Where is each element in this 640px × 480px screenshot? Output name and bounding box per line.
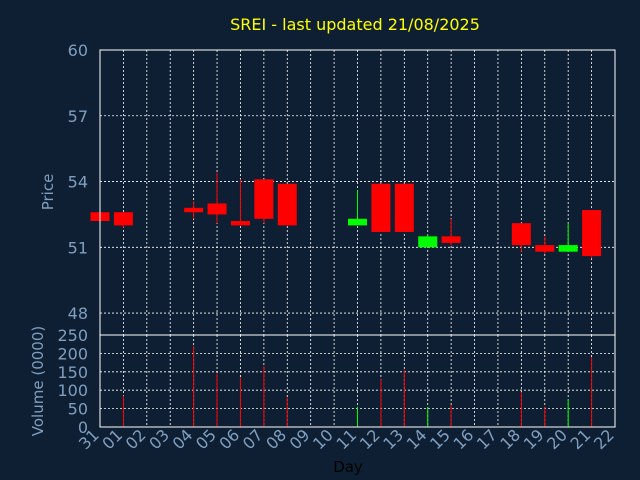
- price-tick-label: 51: [68, 238, 88, 257]
- volume-tick-label: 0: [78, 418, 88, 437]
- price-tick-label: 54: [68, 173, 88, 192]
- candle-body: [184, 207, 204, 213]
- x-axis-label: Day: [333, 458, 363, 476]
- chart-title: SREI - last updated 21/08/2025: [230, 15, 480, 34]
- candle: [184, 201, 204, 219]
- candle-body: [535, 245, 555, 252]
- candle-body: [230, 221, 250, 226]
- candle: [582, 210, 602, 259]
- candle-body: [348, 218, 367, 226]
- price-y-ticks: 60 57 54 51 48: [68, 41, 88, 323]
- price-tick-label: 48: [68, 304, 88, 323]
- candle: [535, 236, 555, 254]
- volume-bars: [122, 346, 593, 427]
- candle: [511, 223, 531, 252]
- candle-body: [394, 183, 414, 232]
- candle: [277, 183, 297, 226]
- x-tick-label: 22: [590, 425, 618, 453]
- price-tick-label: 60: [68, 41, 88, 60]
- candle-body: [207, 203, 227, 215]
- price-panel: 60 57 54 51 48 Price: [39, 41, 616, 336]
- candle: [348, 190, 367, 226]
- volume-tick-label: 250: [57, 326, 88, 345]
- volume-tick-label: 50: [68, 400, 88, 419]
- candle-body: [418, 236, 438, 248]
- candle-body: [371, 183, 391, 232]
- candle-body: [113, 212, 133, 226]
- candle: [441, 218, 461, 246]
- candle: [371, 183, 391, 232]
- volume-frame: [99, 334, 616, 428]
- x-axis-ticks: 3101020304050607080910111213141516171819…: [75, 425, 618, 453]
- candle: [418, 234, 438, 248]
- volume-axis-label: Volume (0000): [29, 326, 47, 436]
- candle: [230, 179, 250, 226]
- candle: [558, 223, 578, 252]
- price-grid: [100, 49, 615, 335]
- candle-body: [558, 245, 578, 252]
- price-candles: [90, 172, 602, 259]
- volume-tick-label: 100: [57, 381, 88, 400]
- volume-tick-label: 200: [57, 344, 88, 363]
- candle-body: [254, 179, 274, 219]
- candle: [254, 179, 274, 224]
- price-tick-label: 57: [68, 107, 88, 126]
- volume-tick-label: 150: [57, 363, 88, 382]
- candle: [207, 172, 227, 224]
- candle-body: [441, 236, 461, 243]
- candle-body: [511, 223, 531, 246]
- price-axis-label: Price: [39, 174, 57, 211]
- candle: [394, 183, 414, 232]
- candle: [113, 212, 133, 228]
- candle-body: [277, 183, 297, 226]
- candle-body: [582, 210, 602, 257]
